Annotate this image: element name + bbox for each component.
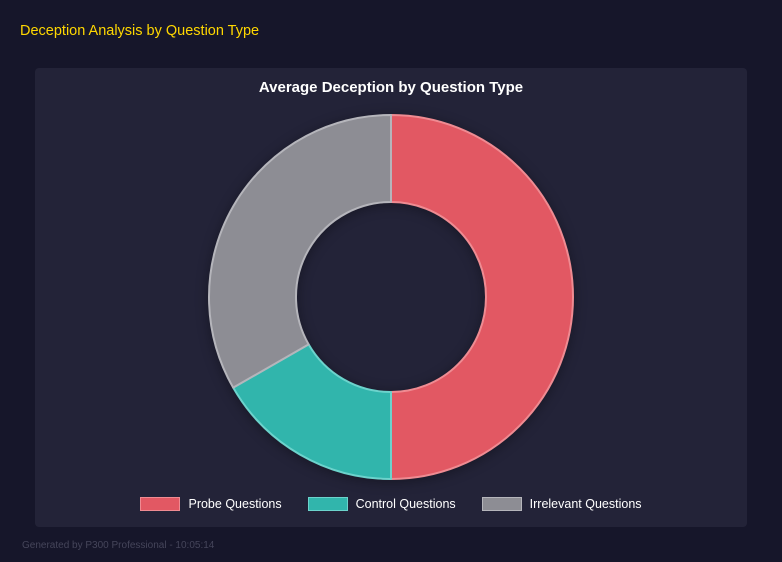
legend-label-irrelevant: Irrelevant Questions xyxy=(529,497,642,511)
legend-item-control[interactable]: Control Questions xyxy=(307,497,456,511)
legend-label-probe: Probe Questions xyxy=(188,497,282,511)
chart-area xyxy=(35,96,747,497)
donut-slice-2 xyxy=(208,113,392,389)
legend-swatch-probe xyxy=(140,497,181,511)
donut-slice-0 xyxy=(390,113,574,480)
chart-panel: Average Deception by Question Type Probe… xyxy=(35,68,747,527)
donut-chart xyxy=(208,113,574,480)
legend-swatch-control xyxy=(307,497,348,511)
legend-label-control: Control Questions xyxy=(355,497,456,511)
footer-note: Generated by P300 Professional - 10:05:1… xyxy=(22,540,215,551)
legend-item-irrelevant[interactable]: Irrelevant Questions xyxy=(481,497,642,511)
legend-item-probe[interactable]: Probe Questions xyxy=(140,497,282,511)
chart-title: Average Deception by Question Type xyxy=(258,79,524,96)
chart-legend: Probe Questions Control Questions Irrele… xyxy=(140,497,642,511)
legend-swatch-irrelevant xyxy=(481,497,522,511)
page-title: Deception Analysis by Question Type xyxy=(20,23,260,39)
